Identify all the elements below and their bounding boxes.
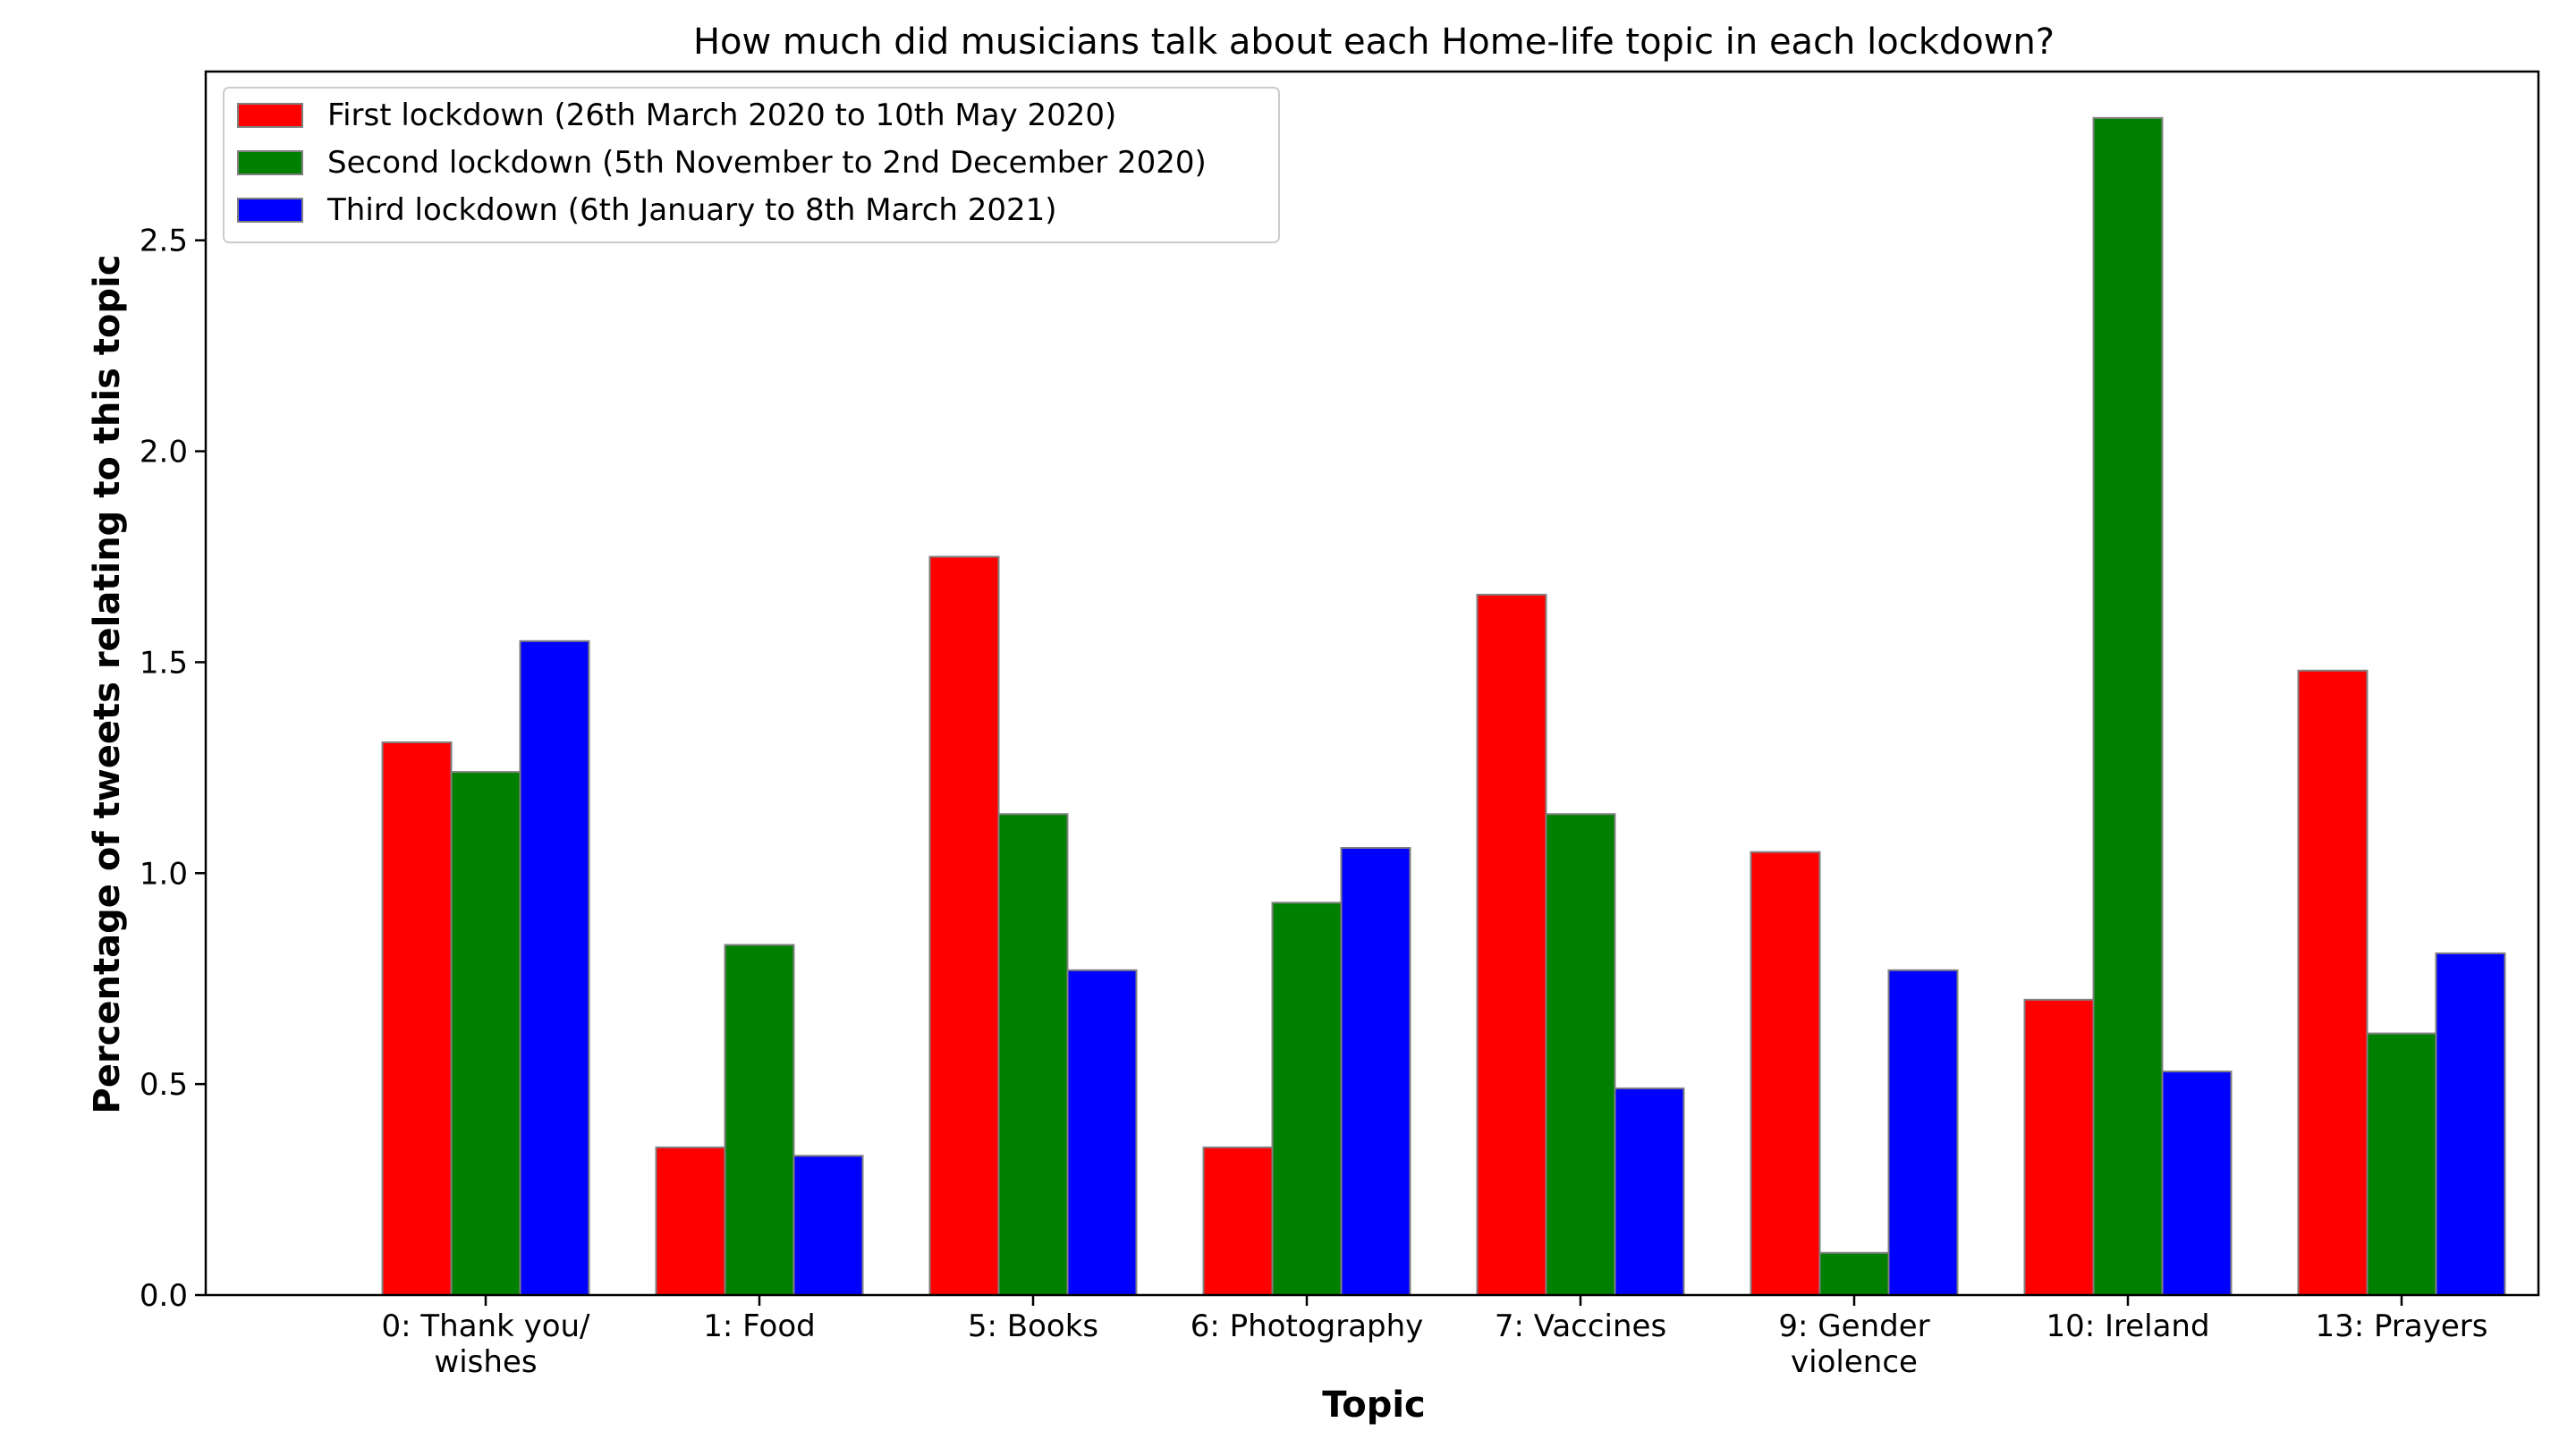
legend-swatch [237, 198, 303, 223]
bar-series0-cat5 [1750, 851, 1821, 1296]
y-tick-label: 2.5 [140, 224, 188, 259]
bar-series2-cat0 [519, 639, 590, 1296]
y-tick-label: 1.0 [140, 856, 188, 892]
legend-label: Third lockdown (6th January to 8th March… [326, 192, 1057, 228]
y-tick-label: 0.0 [140, 1278, 188, 1314]
y-tick-label: 2.0 [140, 435, 188, 470]
bar-series2-cat7 [2435, 952, 2506, 1297]
x-tick-label: 13: Prayers [2316, 1308, 2488, 1344]
x-tick-label: 10: Ireland [2046, 1308, 2209, 1344]
x-tick-label: 1: Food [703, 1308, 815, 1344]
chart-title: How much did musicians talk about each H… [693, 21, 2055, 63]
y-tick-label: 1.5 [140, 645, 188, 681]
bar-series0-cat3 [1202, 1146, 1274, 1297]
x-tick-label: 0: Thank you/wishes [381, 1308, 590, 1380]
y-axis-label: Percentage of tweets relating to this to… [87, 255, 128, 1114]
x-tick-label: 9: Gender violence [1778, 1308, 1929, 1380]
bar-series2-cat4 [1614, 1087, 1685, 1297]
legend-label: First lockdown (26th March 2020 to 10th … [327, 97, 1116, 133]
legend: First lockdown (26th March 2020 to 10th … [223, 87, 1280, 243]
bar-series1-cat4 [1545, 813, 1616, 1296]
bar-series0-cat0 [381, 741, 453, 1296]
legend-swatch [237, 150, 303, 175]
x-tick-label: 5: Books [968, 1308, 1098, 1344]
bar-series1-cat5 [1818, 1251, 1890, 1297]
plot-area: 0.0 0.5 1.0 1.5 2.0 2.5 0: Thank you/wishes 1: … [140, 70, 2540, 1380]
bar-series2-cat6 [2161, 1071, 2233, 1296]
bar-series2-cat2 [1066, 969, 1138, 1297]
plot-frame [204, 70, 2540, 1297]
bar-series2-cat5 [1887, 969, 1959, 1297]
bar-series1-cat0 [450, 771, 521, 1296]
y-tick-label: 0.5 [140, 1067, 188, 1103]
bar-series1-cat3 [1271, 902, 1343, 1296]
bar-series1-cat1 [724, 944, 795, 1296]
bar-series1-cat7 [2366, 1032, 2437, 1296]
x-tick-label: 6: Photography [1191, 1308, 1424, 1344]
bar-series0-cat2 [928, 555, 1000, 1296]
bar-series2-cat1 [792, 1155, 864, 1297]
bar-series0-cat7 [2297, 669, 2368, 1296]
bar-series0-cat6 [2023, 998, 2095, 1297]
bar-series1-cat6 [2092, 116, 2164, 1296]
x-axis-label: Topic [1322, 1384, 1426, 1426]
bar-series2-cat3 [1340, 847, 1411, 1296]
bar-series0-cat4 [1476, 593, 1547, 1296]
x-tick-label: 7: Vaccines [1495, 1308, 1666, 1344]
legend-box [223, 87, 1280, 243]
bar-series1-cat2 [997, 813, 1069, 1296]
bar-series0-cat1 [655, 1146, 726, 1297]
legend-label: Second lockdown (5th November to 2nd Dec… [327, 145, 1207, 181]
legend-swatch [237, 103, 303, 128]
